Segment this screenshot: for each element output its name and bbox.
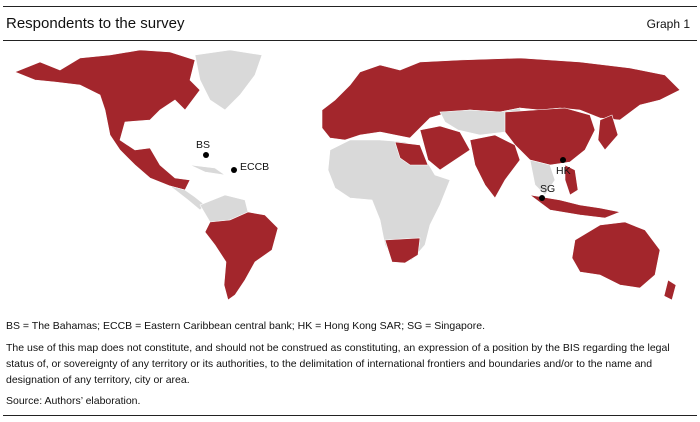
world-map: BS ECCB HK SG [14, 49, 681, 301]
map-label: HK [556, 165, 571, 177]
region [189, 164, 226, 176]
region [469, 134, 521, 199]
region [321, 57, 681, 141]
top-rule [3, 6, 697, 7]
region [384, 237, 421, 264]
title-rule [3, 40, 697, 41]
region [194, 49, 263, 111]
marker [560, 157, 566, 163]
region [564, 164, 579, 196]
bottom-rule [3, 415, 697, 416]
disclaimer-note: The use of this map does not constitute,… [6, 342, 670, 386]
region [597, 114, 619, 151]
region [571, 221, 661, 289]
region [529, 194, 622, 219]
region [14, 49, 201, 191]
marker [203, 152, 209, 158]
region [204, 211, 279, 301]
region [169, 185, 206, 211]
region [529, 159, 556, 196]
map-label: SG [540, 183, 555, 195]
title: Respondents to the survey [6, 15, 185, 32]
abbreviations-note: BS = The Bahamas; ECCB = Eastern Caribbe… [6, 320, 485, 332]
region [327, 139, 451, 263]
marker [539, 195, 545, 201]
marker [231, 167, 237, 173]
region [504, 107, 596, 166]
map-label: ECCB [240, 161, 269, 173]
source-note: Source: Authors’ elaboration. [6, 395, 141, 407]
region [394, 141, 429, 166]
graph-label: Graph 1 [646, 17, 690, 31]
map-label: BS [196, 139, 210, 151]
region [419, 125, 471, 171]
region [663, 279, 677, 301]
